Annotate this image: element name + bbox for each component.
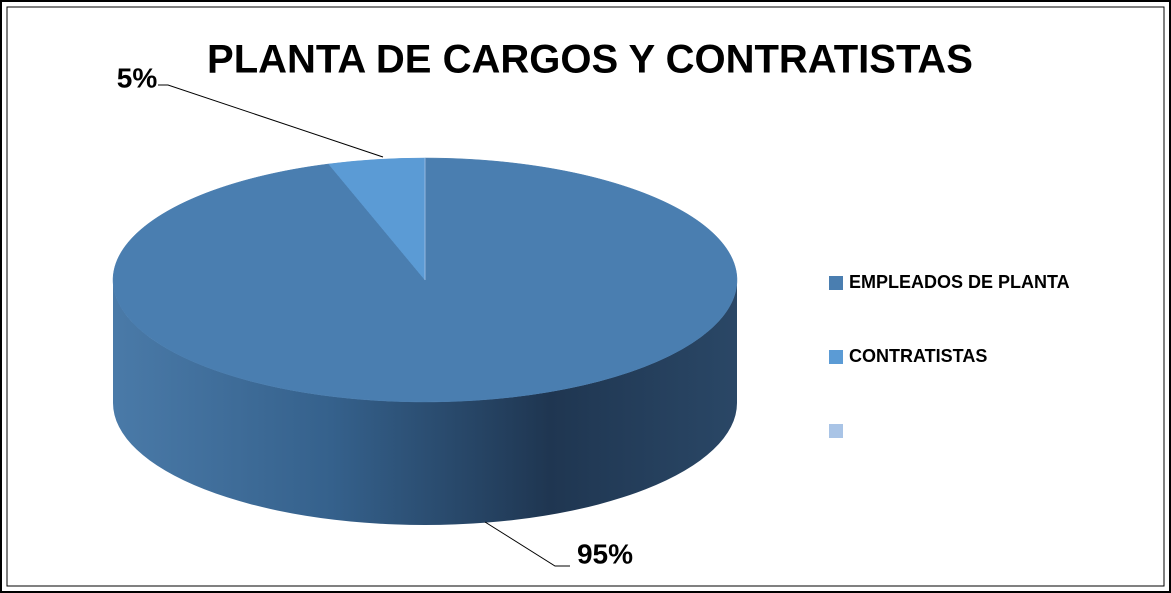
inner-frame xyxy=(6,6,1165,587)
legend-swatch xyxy=(829,276,843,290)
data-label: 95% xyxy=(577,538,633,569)
chart-title: PLANTA DE CARGOS Y CONTRATISTAS xyxy=(207,38,973,82)
legend-label: EMPLEADOS DE PLANTA xyxy=(849,272,1070,292)
slice-side xyxy=(113,280,737,525)
leader-line xyxy=(158,84,384,158)
leader-line xyxy=(484,521,570,567)
data-label: 5% xyxy=(117,62,158,93)
legend-label: CONTRATISTAS xyxy=(849,346,987,366)
legend-swatch xyxy=(829,350,843,364)
legend-swatch xyxy=(829,424,843,438)
